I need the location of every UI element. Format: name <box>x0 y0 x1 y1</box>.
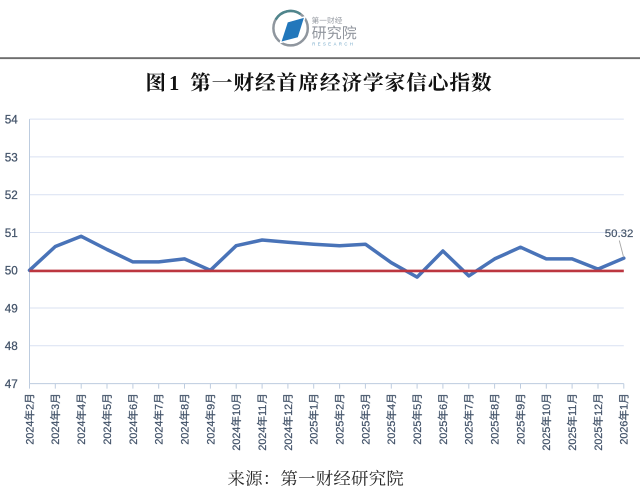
svg-text:2024: 2024 <box>205 421 217 445</box>
svg-text:2025: 2025 <box>490 421 502 445</box>
svg-text:5: 5 <box>412 404 424 410</box>
svg-text:4: 4 <box>386 404 398 410</box>
svg-text:2024: 2024 <box>76 421 88 445</box>
svg-text:2025: 2025 <box>386 421 398 445</box>
svg-text:10: 10 <box>231 404 243 416</box>
svg-text:1: 1 <box>309 404 321 410</box>
svg-text:51: 51 <box>5 227 18 240</box>
svg-text:54: 54 <box>5 114 19 127</box>
svg-text:48: 48 <box>5 340 18 353</box>
svg-text:2024: 2024 <box>50 421 62 445</box>
svg-text:11: 11 <box>567 405 579 416</box>
svg-text:2: 2 <box>335 404 347 410</box>
svg-text:52: 52 <box>5 189 18 202</box>
svg-text:12: 12 <box>593 404 605 416</box>
svg-text:53: 53 <box>5 151 18 164</box>
svg-text:6: 6 <box>128 404 140 410</box>
svg-text:2025: 2025 <box>593 427 605 451</box>
svg-text:RESEARCH: RESEARCH <box>312 41 355 46</box>
svg-text:12: 12 <box>283 404 295 416</box>
svg-text:2024: 2024 <box>283 427 295 451</box>
svg-text:2025: 2025 <box>515 421 527 445</box>
svg-text:8: 8 <box>490 404 502 410</box>
svg-text:47: 47 <box>5 378 18 391</box>
svg-text:9: 9 <box>205 404 217 410</box>
svg-text:11: 11 <box>257 405 269 416</box>
svg-text:2: 2 <box>24 404 36 410</box>
svg-text:2025: 2025 <box>335 421 347 445</box>
svg-text:2025: 2025 <box>412 421 424 445</box>
svg-text:2025: 2025 <box>541 427 553 451</box>
svg-text:1: 1 <box>169 73 179 95</box>
svg-text:2025: 2025 <box>438 421 450 445</box>
svg-text:2024: 2024 <box>128 421 140 445</box>
svg-text:2024: 2024 <box>257 427 269 451</box>
svg-text:2025: 2025 <box>309 421 321 445</box>
svg-text:9: 9 <box>515 404 527 410</box>
svg-text:2025: 2025 <box>567 427 579 451</box>
svg-text:2024: 2024 <box>24 421 36 445</box>
svg-text:7: 7 <box>464 404 476 410</box>
svg-text:2024: 2024 <box>102 421 114 445</box>
svg-text:6: 6 <box>438 404 450 410</box>
svg-text:8: 8 <box>179 404 191 410</box>
svg-text:2026: 2026 <box>619 421 631 445</box>
svg-text:49: 49 <box>5 302 18 315</box>
svg-text:3: 3 <box>360 404 372 410</box>
svg-text:2024: 2024 <box>179 421 191 445</box>
svg-text:2025: 2025 <box>464 421 476 445</box>
svg-text:10: 10 <box>541 404 553 416</box>
svg-text:4: 4 <box>76 404 88 410</box>
svg-text:2024: 2024 <box>154 421 166 445</box>
svg-text:2024: 2024 <box>231 427 243 451</box>
svg-text:2025: 2025 <box>360 421 372 445</box>
svg-text:1: 1 <box>619 404 631 410</box>
svg-text:50: 50 <box>5 265 19 278</box>
svg-text:5: 5 <box>102 404 114 410</box>
svg-text:7: 7 <box>154 404 166 410</box>
svg-text:3: 3 <box>50 404 62 410</box>
svg-text:50.32: 50.32 <box>605 228 634 240</box>
